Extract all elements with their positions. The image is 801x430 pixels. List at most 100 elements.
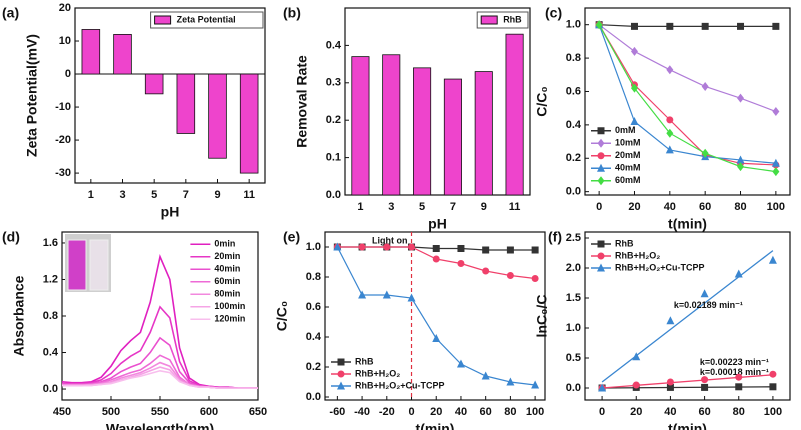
y-tick-label: 1.5 xyxy=(566,292,581,304)
y-tick-label: 0.0 xyxy=(43,383,58,395)
y-tick-label: 0.0 xyxy=(566,186,581,198)
marker xyxy=(701,383,709,391)
marker xyxy=(632,381,640,389)
series-line xyxy=(598,24,777,113)
marker xyxy=(597,163,605,172)
y-tick-label: 1.2 xyxy=(43,273,58,285)
marker xyxy=(358,290,367,299)
marker xyxy=(595,20,603,30)
marker xyxy=(630,117,639,126)
panel-label: (d) xyxy=(2,229,20,245)
y-tick-label: 10 xyxy=(59,35,71,47)
marker xyxy=(735,373,743,381)
legend-label: RhB xyxy=(503,14,522,24)
marker xyxy=(337,381,345,390)
marker xyxy=(700,289,709,298)
marker xyxy=(598,383,607,392)
x-tick-label: -40 xyxy=(354,406,370,418)
bar xyxy=(443,78,462,196)
plot-frame xyxy=(584,231,791,401)
x-tick-label: 20 xyxy=(628,201,640,213)
series-line xyxy=(598,24,776,173)
marker xyxy=(737,93,745,103)
x-tick-label: 40 xyxy=(455,406,467,418)
legend-label: 60min xyxy=(214,276,240,286)
x-tick-label: 0 xyxy=(599,406,605,418)
x-axis-label: Wavelength(nm) xyxy=(106,421,214,430)
marker xyxy=(666,22,674,30)
marker xyxy=(432,245,440,252)
marker xyxy=(666,378,674,386)
marker xyxy=(597,138,605,148)
marker xyxy=(769,383,777,391)
x-tick-label: 60 xyxy=(698,406,710,418)
y-tick-label: 0.6 xyxy=(306,301,321,313)
marker xyxy=(630,83,638,93)
x-tick-label: 80 xyxy=(733,406,745,418)
x-tick-label: 500 xyxy=(102,406,120,418)
bar xyxy=(382,54,401,196)
marker xyxy=(701,376,709,384)
series-line xyxy=(62,369,258,389)
marker xyxy=(666,65,674,75)
y-tick-label: 2.0 xyxy=(566,262,581,274)
x-tick-label: 60 xyxy=(480,406,492,418)
bar xyxy=(351,56,370,196)
marker xyxy=(531,246,539,254)
y-tick-label: 1.0 xyxy=(566,322,581,334)
x-tick-label: 20 xyxy=(630,406,642,418)
x-tick-label: 5 xyxy=(151,189,157,201)
marker xyxy=(597,127,605,135)
x-tick-label: 450 xyxy=(53,406,71,418)
marker xyxy=(457,260,465,267)
x-tick-label: 9 xyxy=(214,189,220,201)
x-tick-label: -60 xyxy=(329,406,345,418)
y-tick-label: -10 xyxy=(55,101,71,113)
bar xyxy=(208,73,227,159)
panel-label: (b) xyxy=(283,5,301,21)
x-tick-label: 80 xyxy=(734,201,746,213)
marker xyxy=(665,145,674,154)
y-tick-label: 0.2 xyxy=(566,152,581,164)
fit-line xyxy=(601,250,774,383)
marker xyxy=(531,380,540,389)
y-axis-label: lnC₀/C xyxy=(534,295,550,338)
legend-label: RhB+H₂O₂+Cu-TCPP xyxy=(615,262,705,272)
marker xyxy=(597,176,605,186)
y-tick-label: 1.6 xyxy=(43,237,58,249)
bar xyxy=(176,73,196,134)
fit-label: k=0.00223 min⁻¹ xyxy=(700,357,769,367)
y-tick-label: 0.0 xyxy=(306,391,321,403)
y-tick-label: 0.0 xyxy=(566,382,581,394)
marker xyxy=(666,383,674,391)
marker xyxy=(597,152,605,160)
y-axis-label: Zeta Potential(mV) xyxy=(24,34,40,157)
legend-swatch xyxy=(154,15,172,25)
y-axis-label: Absorbance xyxy=(11,275,27,356)
panel-label: (e) xyxy=(283,229,300,245)
y-tick-label: 0.5 xyxy=(566,352,581,364)
marker xyxy=(737,162,745,172)
y-tick-label: 0.4 xyxy=(306,331,322,343)
fit-label: k=0.02189 min⁻¹ xyxy=(674,300,743,310)
x-tick-label: 100 xyxy=(526,406,544,418)
legend-label: RhB xyxy=(615,238,634,248)
marker xyxy=(701,148,709,158)
series-line xyxy=(598,24,776,166)
y-tick-label: 0.4 xyxy=(566,119,582,131)
y-tick-label: 0.8 xyxy=(43,310,58,322)
legend-label: 40mM xyxy=(615,163,641,173)
fit-label: k=0.00018 min⁻¹ xyxy=(700,367,769,377)
marker xyxy=(382,290,391,299)
legend-label: 20min xyxy=(214,251,240,261)
marker xyxy=(408,243,416,251)
plot-frame xyxy=(74,7,266,184)
marker xyxy=(407,293,416,302)
marker xyxy=(457,245,465,252)
y-tick-label: 0.2 xyxy=(306,361,321,373)
marker xyxy=(666,316,675,325)
x-tick-label: 40 xyxy=(664,406,676,418)
x-tick-label: 1 xyxy=(88,189,94,201)
x-tick-label: 100 xyxy=(767,201,785,213)
